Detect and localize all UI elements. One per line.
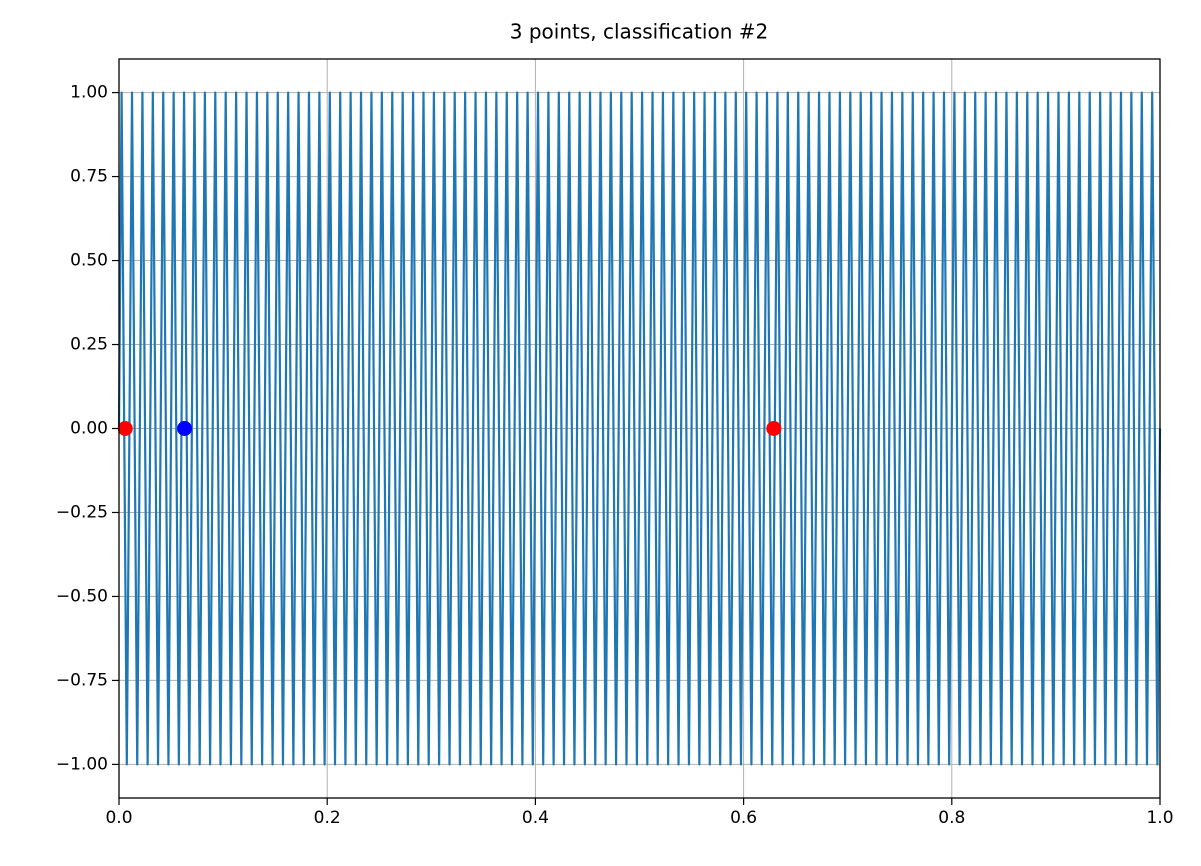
data-point [177,421,193,436]
x-tick-label: 0.0 [105,808,132,828]
plot-frame [118,58,1161,799]
x-tick-label: 0.8 [938,808,965,828]
x-tick-label: 0.4 [522,808,549,828]
y-tick-label: 1.00 [70,83,108,103]
data-line [117,91,1162,766]
x-tick-label: 0.6 [730,808,757,828]
data-point [766,421,782,436]
y-tick-label: −0.75 [56,670,108,690]
y-tick-label: −0.25 [56,502,108,522]
y-tick-label: 0.25 [70,335,108,355]
y-tick-label: 0.75 [70,167,108,187]
chart-title: 3 points, classification #2 [510,20,768,44]
y-tick-label: 0.00 [70,419,108,439]
y-tick-label: −1.00 [56,754,108,774]
y-tick-label: −0.50 [56,586,108,606]
y-tick-label: 0.50 [70,251,108,271]
x-tick-label: 0.2 [314,808,341,828]
data-point [117,421,133,436]
x-tick-label: 1.0 [1146,808,1173,828]
